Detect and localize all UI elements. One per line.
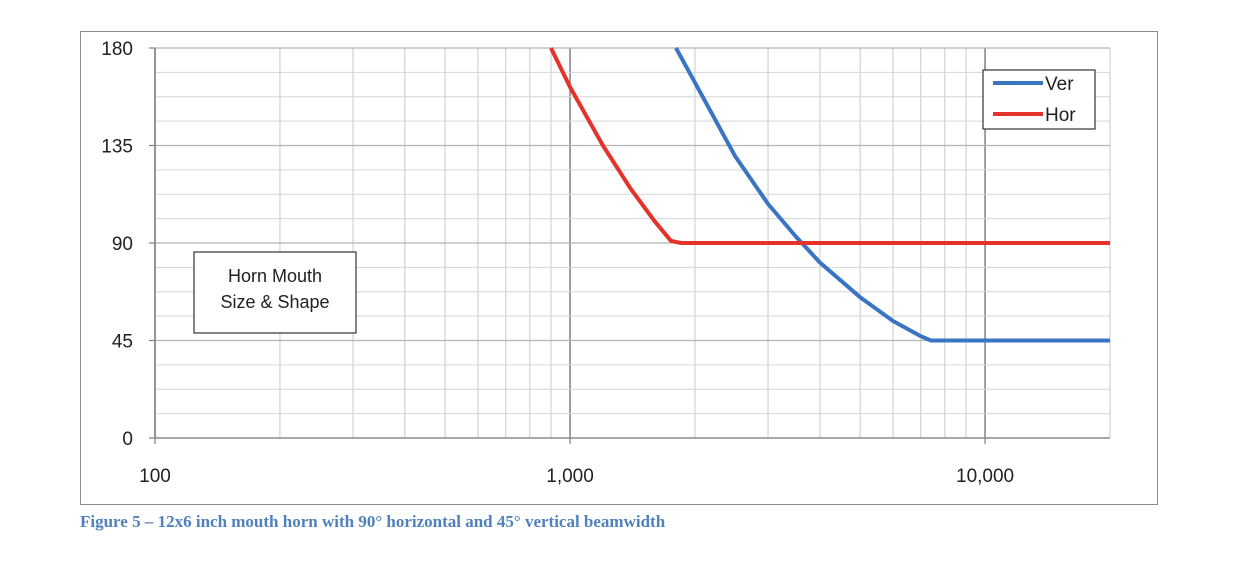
y-tick-label: 180 (101, 39, 133, 60)
legend: Ver Hor (982, 69, 1096, 130)
x-tick-label: 1,000 (546, 466, 594, 487)
figure-caption: Figure 5 – 12x6 inch mouth horn with 90°… (80, 512, 666, 531)
series-line-hor (549, 47, 1110, 245)
x-tick-label: 100 (139, 466, 171, 487)
tick-labels: 0 45 90 135 180 100 1,000 10,000 (101, 39, 1014, 487)
chart-frame: 0 45 90 135 180 100 1,000 10,000 Horn Mouth Siz… (80, 31, 1158, 505)
legend-label-hor: Hor (1045, 105, 1076, 126)
y-tick-label: 45 (112, 332, 133, 353)
x-tick-label: 10,000 (956, 466, 1014, 487)
y-tick-label: 90 (112, 234, 133, 255)
axes (149, 47, 1110, 444)
annotation-box: Horn Mouth Size & Shape (193, 251, 357, 334)
annotation-line-2: Size & Shape (220, 292, 329, 312)
y-tick-label: 135 (101, 137, 133, 158)
series-line-ver (674, 47, 1110, 343)
series-layer (549, 47, 1110, 343)
legend-label-ver: Ver (1045, 74, 1074, 95)
y-tick-label: 0 (122, 429, 133, 450)
chart-svg: 0 45 90 135 180 100 1,000 10,000 Horn Mouth Siz… (101, 39, 1111, 487)
annotation-line-1: Horn Mouth (228, 266, 322, 286)
